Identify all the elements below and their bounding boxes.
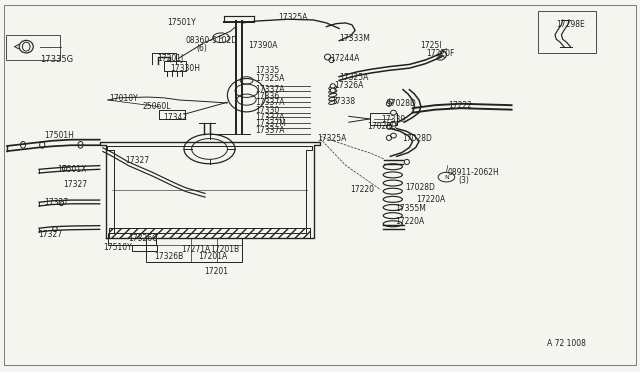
Text: 17326A: 17326A bbox=[334, 81, 364, 90]
Text: N: N bbox=[444, 174, 449, 180]
Ellipse shape bbox=[390, 121, 396, 126]
Text: A 72 1008: A 72 1008 bbox=[547, 339, 586, 348]
Text: 17326C: 17326C bbox=[129, 234, 158, 243]
Text: 17201: 17201 bbox=[204, 267, 228, 276]
Bar bbox=[132, 245, 157, 251]
Ellipse shape bbox=[383, 221, 403, 227]
Text: 17327: 17327 bbox=[63, 180, 88, 189]
Text: 17336: 17336 bbox=[255, 92, 279, 101]
Ellipse shape bbox=[437, 56, 444, 60]
Text: 17325A: 17325A bbox=[339, 73, 369, 82]
Text: 25060L: 25060L bbox=[143, 102, 171, 111]
Text: 17337A: 17337A bbox=[255, 113, 284, 122]
Ellipse shape bbox=[20, 141, 26, 148]
Text: 17327: 17327 bbox=[44, 198, 68, 207]
Text: 17220F: 17220F bbox=[426, 49, 454, 58]
Text: 17338: 17338 bbox=[332, 97, 356, 106]
Ellipse shape bbox=[383, 180, 403, 186]
Text: 17220A: 17220A bbox=[416, 195, 445, 204]
Ellipse shape bbox=[440, 51, 447, 58]
Ellipse shape bbox=[78, 141, 83, 148]
Text: 17339: 17339 bbox=[381, 115, 406, 124]
Text: (6): (6) bbox=[196, 44, 207, 52]
Text: 17333M: 17333M bbox=[339, 34, 370, 43]
Text: 17330: 17330 bbox=[255, 106, 279, 115]
Bar bbox=[6, 35, 60, 60]
Text: 17325A: 17325A bbox=[278, 13, 308, 22]
Bar bbox=[147, 237, 242, 262]
Text: 17220: 17220 bbox=[351, 185, 374, 194]
Text: 17355M: 17355M bbox=[396, 204, 426, 213]
Text: 17337M: 17337M bbox=[255, 119, 285, 128]
Text: 17501Y: 17501Y bbox=[167, 19, 195, 28]
Bar bbox=[164, 61, 186, 71]
Ellipse shape bbox=[383, 213, 403, 219]
Text: 17028D: 17028D bbox=[406, 183, 435, 192]
Text: 17325A: 17325A bbox=[317, 134, 347, 143]
Text: 17342: 17342 bbox=[164, 113, 188, 122]
Text: 17337A: 17337A bbox=[255, 85, 284, 94]
Text: 17028D: 17028D bbox=[402, 134, 431, 143]
Text: 17501H: 17501H bbox=[44, 131, 74, 140]
Text: 08911-2062H: 08911-2062H bbox=[448, 168, 499, 177]
Text: 17326B: 17326B bbox=[154, 252, 183, 261]
Bar bbox=[538, 11, 596, 53]
Ellipse shape bbox=[330, 84, 335, 88]
Ellipse shape bbox=[330, 88, 335, 93]
Text: 17330H: 17330H bbox=[170, 64, 200, 73]
Text: 17271A: 17271A bbox=[181, 244, 211, 253]
Ellipse shape bbox=[383, 205, 403, 211]
Text: 17201A: 17201A bbox=[198, 252, 228, 261]
Text: 17298E: 17298E bbox=[556, 20, 585, 29]
Text: 17201J: 17201J bbox=[157, 54, 184, 62]
Bar bbox=[370, 113, 397, 125]
Text: 17510Y: 17510Y bbox=[103, 243, 132, 252]
Text: (3): (3) bbox=[458, 176, 469, 185]
Text: 17390A: 17390A bbox=[248, 41, 278, 51]
Text: 17327: 17327 bbox=[125, 156, 149, 165]
Text: 08360-5102D: 08360-5102D bbox=[186, 36, 238, 45]
Text: 17222: 17222 bbox=[448, 101, 472, 110]
Text: 17010Y: 17010Y bbox=[109, 94, 138, 103]
Text: 17327: 17327 bbox=[38, 230, 62, 239]
Ellipse shape bbox=[40, 141, 45, 148]
Text: 1725I: 1725I bbox=[420, 41, 442, 50]
Text: 17201B: 17201B bbox=[210, 244, 239, 253]
Text: 17335: 17335 bbox=[255, 66, 279, 75]
Ellipse shape bbox=[383, 172, 403, 178]
Text: 17028D: 17028D bbox=[367, 122, 397, 131]
Ellipse shape bbox=[390, 110, 396, 115]
Text: 17325A: 17325A bbox=[255, 74, 284, 83]
Text: 17244A: 17244A bbox=[330, 54, 360, 62]
Text: 17335G: 17335G bbox=[40, 55, 74, 64]
Ellipse shape bbox=[383, 188, 403, 194]
Bar bbox=[108, 234, 156, 245]
Ellipse shape bbox=[383, 196, 403, 202]
Text: S: S bbox=[219, 35, 223, 40]
Text: 17028D: 17028D bbox=[387, 99, 416, 108]
Bar bbox=[159, 110, 184, 119]
Ellipse shape bbox=[383, 164, 403, 170]
Text: 17337A: 17337A bbox=[255, 99, 284, 108]
Ellipse shape bbox=[387, 99, 393, 104]
Text: 17501X: 17501X bbox=[57, 165, 86, 174]
Text: 17220A: 17220A bbox=[396, 217, 424, 226]
Text: 17337A: 17337A bbox=[255, 126, 284, 135]
Ellipse shape bbox=[390, 133, 396, 138]
